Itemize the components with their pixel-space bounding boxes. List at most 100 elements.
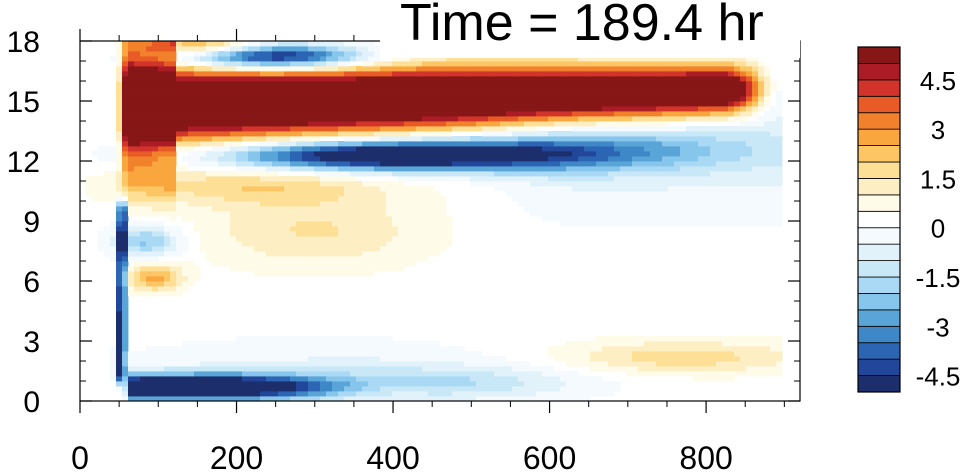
heatmap-cell — [326, 341, 333, 347]
heatmap-cell — [380, 166, 387, 172]
heatmap-cell — [560, 391, 567, 397]
heatmap-cell — [278, 201, 285, 207]
heatmap-cell — [728, 341, 735, 347]
heatmap-cell — [542, 91, 549, 97]
heatmap-cell — [230, 341, 237, 347]
heatmap-cell — [578, 176, 585, 182]
heatmap-cell — [734, 106, 741, 112]
heatmap-cell — [146, 221, 153, 227]
heatmap-cell — [356, 216, 363, 222]
heatmap-cell — [242, 376, 249, 382]
heatmap-cell — [188, 371, 195, 377]
heatmap-cell — [182, 266, 189, 272]
heatmap-cell — [278, 86, 285, 92]
heatmap-cell — [440, 71, 447, 77]
heatmap-cell — [116, 116, 123, 122]
heatmap-cell — [392, 396, 399, 402]
heatmap-cell — [332, 351, 339, 357]
heatmap-cell — [332, 116, 339, 122]
heatmap-cell — [434, 216, 441, 222]
heatmap-cell — [404, 341, 411, 347]
heatmap-cell — [182, 391, 189, 397]
heatmap-cell — [248, 351, 255, 357]
heatmap-cell — [248, 186, 255, 192]
heatmap-cell — [122, 311, 129, 317]
heatmap-cell — [386, 181, 393, 187]
heatmap-cell — [656, 371, 663, 377]
heatmap-cell — [554, 186, 561, 192]
heatmap-cell — [428, 131, 435, 137]
heatmap-cell — [620, 116, 627, 122]
heatmap-cell — [494, 166, 501, 172]
heatmap-cell — [116, 186, 123, 192]
heatmap-cell — [482, 71, 489, 77]
heatmap-cell — [554, 121, 561, 127]
heatmap-cell — [452, 371, 459, 377]
heatmap-cell — [308, 216, 315, 222]
heatmap-cell — [386, 256, 393, 262]
heatmap-cell — [734, 221, 741, 227]
heatmap-cell — [590, 216, 597, 222]
heatmap-cell — [290, 221, 297, 227]
heatmap-cell — [200, 71, 207, 77]
heatmap-cell — [122, 306, 129, 312]
heatmap-cell — [284, 371, 291, 377]
heatmap-cell — [332, 211, 339, 217]
heatmap-cell — [578, 166, 585, 172]
heatmap-cell — [392, 86, 399, 92]
heatmap-cell — [554, 346, 561, 352]
heatmap-cell — [410, 341, 417, 347]
heatmap-cell — [224, 91, 231, 97]
heatmap-cell — [266, 76, 273, 82]
heatmap-cell — [434, 241, 441, 247]
heatmap-cell — [572, 351, 579, 357]
heatmap-cell — [176, 351, 183, 357]
heatmap-cell — [488, 161, 495, 167]
heatmap-cell — [386, 186, 393, 192]
heatmap-cell — [362, 381, 369, 387]
heatmap-cell — [512, 396, 519, 402]
heatmap-cell — [278, 236, 285, 242]
heatmap-cell — [398, 151, 405, 157]
heatmap-cell — [374, 136, 381, 142]
heatmap-cell — [434, 166, 441, 172]
heatmap-cell — [338, 346, 345, 352]
heatmap-cell — [614, 366, 621, 372]
heatmap-cell — [338, 186, 345, 192]
heatmap-cell — [206, 386, 213, 392]
heatmap-cell — [698, 116, 705, 122]
heatmap-cell — [776, 156, 783, 162]
heatmap-cell — [710, 341, 717, 347]
heatmap-cell — [560, 381, 567, 387]
heatmap-cell — [188, 376, 195, 382]
heatmap-cell — [158, 386, 165, 392]
heatmap-cell — [314, 341, 321, 347]
heatmap-cell — [554, 381, 561, 387]
heatmap-cell — [170, 201, 177, 207]
heatmap-cell — [464, 76, 471, 82]
heatmap-cell — [746, 111, 753, 117]
heatmap-cell — [320, 161, 327, 167]
heatmap-cell — [140, 266, 147, 272]
heatmap-cell — [122, 276, 129, 282]
heatmap-cell — [344, 221, 351, 227]
heatmap-cell — [146, 191, 153, 197]
heatmap-cell — [122, 206, 129, 212]
heatmap-cell — [308, 231, 315, 237]
heatmap-cell — [536, 81, 543, 87]
heatmap-cell — [740, 111, 747, 117]
heatmap-cell — [254, 176, 261, 182]
heatmap-cell — [698, 336, 705, 342]
heatmap-cell — [224, 381, 231, 387]
heatmap-cell — [200, 81, 207, 87]
heatmap-cell — [182, 106, 189, 112]
heatmap-cell — [278, 196, 285, 202]
heatmap-cell — [536, 151, 543, 157]
heatmap-cell — [170, 161, 177, 167]
heatmap-cell — [116, 216, 123, 222]
heatmap-cell — [566, 341, 573, 347]
heatmap-cell — [506, 366, 513, 372]
heatmap-cell — [146, 211, 153, 217]
heatmap-cell — [272, 381, 279, 387]
heatmap-cell — [212, 351, 219, 357]
